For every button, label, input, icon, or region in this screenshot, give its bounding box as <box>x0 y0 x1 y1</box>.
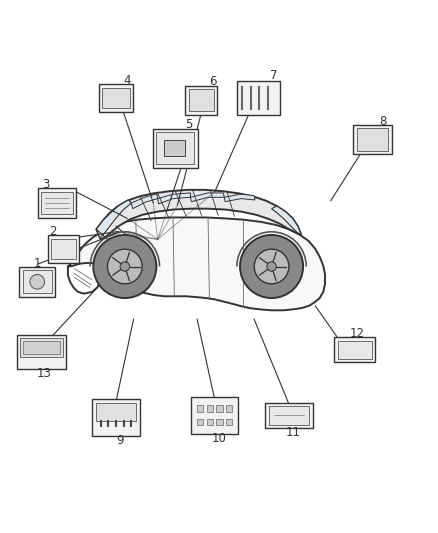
FancyBboxPatch shape <box>164 140 185 156</box>
FancyBboxPatch shape <box>216 406 223 411</box>
FancyBboxPatch shape <box>357 128 388 151</box>
FancyBboxPatch shape <box>23 341 60 353</box>
Circle shape <box>93 235 156 298</box>
FancyBboxPatch shape <box>226 419 232 425</box>
FancyBboxPatch shape <box>92 399 140 436</box>
FancyBboxPatch shape <box>96 403 136 421</box>
Text: 7: 7 <box>270 69 278 83</box>
Polygon shape <box>131 194 158 209</box>
FancyBboxPatch shape <box>51 239 76 259</box>
FancyBboxPatch shape <box>41 191 73 214</box>
FancyBboxPatch shape <box>19 267 55 297</box>
Polygon shape <box>96 200 131 238</box>
FancyBboxPatch shape <box>338 341 371 359</box>
Text: 9: 9 <box>117 434 124 447</box>
Text: 2: 2 <box>49 225 57 238</box>
FancyBboxPatch shape <box>265 403 313 428</box>
Text: 10: 10 <box>212 432 226 445</box>
FancyBboxPatch shape <box>186 86 217 115</box>
Circle shape <box>267 262 276 271</box>
Circle shape <box>120 262 130 271</box>
FancyBboxPatch shape <box>156 133 194 164</box>
FancyBboxPatch shape <box>191 397 238 434</box>
Polygon shape <box>158 193 191 204</box>
Text: 13: 13 <box>36 367 51 381</box>
Circle shape <box>254 249 289 284</box>
FancyBboxPatch shape <box>152 129 198 167</box>
Text: 5: 5 <box>185 118 192 131</box>
FancyBboxPatch shape <box>353 125 392 155</box>
Polygon shape <box>68 217 325 310</box>
FancyBboxPatch shape <box>17 335 67 369</box>
Circle shape <box>107 249 142 284</box>
FancyBboxPatch shape <box>99 84 133 112</box>
Text: 3: 3 <box>42 178 49 191</box>
FancyBboxPatch shape <box>237 81 280 115</box>
FancyBboxPatch shape <box>23 270 52 293</box>
FancyBboxPatch shape <box>335 337 375 362</box>
Text: 6: 6 <box>208 75 216 88</box>
Circle shape <box>30 274 45 289</box>
Text: 8: 8 <box>380 115 387 127</box>
FancyBboxPatch shape <box>102 87 130 108</box>
FancyBboxPatch shape <box>216 419 223 425</box>
Polygon shape <box>272 206 301 235</box>
Text: 1: 1 <box>33 257 41 270</box>
Text: 11: 11 <box>286 425 301 439</box>
FancyBboxPatch shape <box>38 188 76 218</box>
Polygon shape <box>224 194 255 201</box>
FancyBboxPatch shape <box>189 89 214 111</box>
FancyBboxPatch shape <box>197 406 203 411</box>
FancyBboxPatch shape <box>226 406 232 411</box>
FancyBboxPatch shape <box>20 338 63 357</box>
FancyBboxPatch shape <box>207 419 213 425</box>
Text: 4: 4 <box>123 74 131 87</box>
FancyBboxPatch shape <box>269 406 309 425</box>
Circle shape <box>240 235 303 298</box>
FancyBboxPatch shape <box>207 406 213 411</box>
Polygon shape <box>191 193 224 201</box>
Text: 12: 12 <box>350 327 364 340</box>
FancyBboxPatch shape <box>197 419 203 425</box>
FancyBboxPatch shape <box>47 235 80 263</box>
Polygon shape <box>96 190 301 239</box>
